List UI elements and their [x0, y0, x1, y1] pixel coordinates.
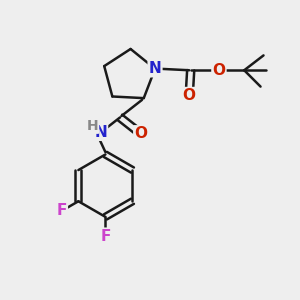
Text: N: N: [149, 61, 161, 76]
Text: O: O: [134, 126, 147, 141]
Text: N: N: [94, 125, 107, 140]
Text: F: F: [56, 203, 67, 218]
Text: O: O: [183, 88, 196, 103]
Text: F: F: [100, 229, 111, 244]
Text: H: H: [86, 119, 98, 133]
Text: O: O: [212, 63, 225, 78]
